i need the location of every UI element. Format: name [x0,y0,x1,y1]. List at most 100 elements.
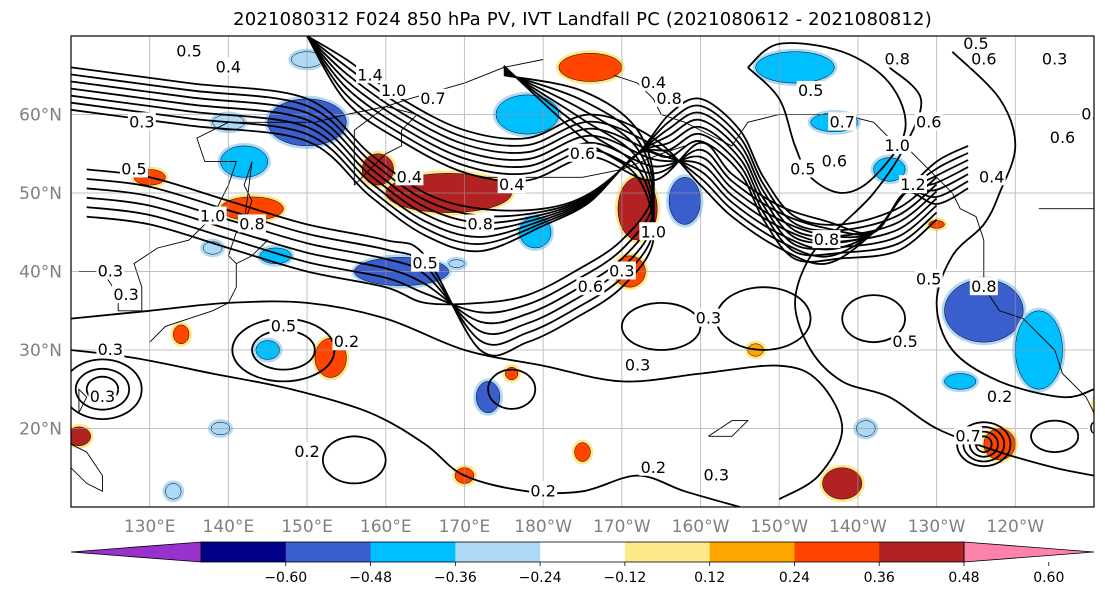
contour-label: 0.8 [656,89,681,108]
contour-label: 0.6 [822,152,847,171]
ivt-shade-patch [1093,105,1094,108]
contour-label-knockout [883,49,912,68]
pv-contour-closed [251,329,316,371]
pv-contour-closed [1030,419,1080,454]
contour-label-knockout [639,457,668,476]
lat-tick-label: 20°N [19,420,62,440]
ivt-shade-patch [165,483,182,500]
contour-label-knockout [1048,128,1077,147]
contour-label-knockout [954,426,983,445]
contour-label: 0.2 [987,387,1012,406]
contour-label: 0.5 [963,34,988,53]
ivt-shade-patch [476,381,501,414]
pv-contour [86,68,655,336]
ivt-shade-patch [822,467,863,500]
colorbar-tick-label: −0.60 [264,570,307,586]
coastline [78,388,88,414]
contour-label-knockout [119,159,148,178]
contour-label-knockout [96,340,125,358]
contour-label-knockout [812,230,841,249]
contour-label-knockout [112,285,141,304]
lon-tick-label: 160°W [672,517,730,537]
contour-label-knockout [828,112,857,131]
pv-contour-closed [487,368,537,410]
contour-label: 1.4 [357,65,382,84]
colorbar-tick-label: 0.48 [948,570,979,586]
lat-tick-label: 60°N [19,106,62,126]
contour-label: 0.3 [609,262,634,281]
colorbar-segment [201,542,287,562]
figure-title: 2021080312 F024 850 hPa PV, IVT Landfall… [233,9,932,30]
contour-label-knockout [820,151,849,170]
contour-label-knockout [379,80,408,99]
contour-label: 0.2 [294,442,319,461]
pv-contour [747,42,907,194]
ivt-shade-halo [1091,394,1094,416]
contour-label-knockout [237,214,266,233]
lon-tick-label: 140°E [203,517,255,537]
colorbar-segment [879,542,965,562]
colorbar-tick-label: 0.24 [779,570,810,586]
colorbar [70,541,1095,563]
contour-label-knockout [269,316,298,335]
contour-label: 0.6 [1050,128,1075,147]
contour-label: 0.4 [641,73,666,92]
contour-label: 0.7 [1097,73,1105,92]
pv-contour [86,66,655,346]
contour-label: 0.2 [530,481,555,500]
pv-contour-closed [620,301,702,351]
contour-label-knockout [639,73,668,92]
contour-label-knockout [891,332,920,351]
pv-contour [71,300,844,500]
colorbar-tick-label: −0.12 [603,570,646,586]
contour-label-knockout [466,214,495,233]
longitude-tick-labels: 130°E 140°E 150°E 160°E 170°E 180°W 170°W 160°W… [124,517,1045,537]
colorbar-extend-high [963,541,1095,563]
pv-contour-closed [71,358,143,421]
lat-tick-label: 30°N [19,341,62,361]
lon-tick-label: 170°E [439,517,491,537]
contour-label: 0.2 [1089,419,1105,438]
contour-label: 1.2 [900,175,925,194]
colorbar-segment [540,542,626,562]
colorbar-tick-labels: −0.60 −0.48 −0.36 −0.24 −0.12 0.12 0.24 0.36 0.4… [264,562,1064,586]
contour-label-knockout [961,36,990,52]
lon-tick-label: 130°E [124,517,176,537]
lon-tick-label: 170°W [593,517,651,537]
contour-label-knockout [899,175,928,194]
ivt-shade-patch [755,51,835,84]
colorbar-segment [624,542,711,562]
ivt-shade-patch [448,259,465,268]
contour-label: 0.6 [971,50,996,69]
pv-contour [86,72,655,314]
contour-label-knockout [1087,418,1094,437]
contour-label-knockout [623,355,652,374]
lon-tick-label: 130°W [908,517,966,537]
colorbar-extend-low [70,541,202,563]
ivt-shade-patch [71,426,91,447]
contour-label-knockout [883,135,912,154]
contour-label-knockout [175,41,204,60]
contour-label-knockout [529,481,558,500]
contour-label: 0.3 [1042,50,1067,69]
pv-contour [86,74,655,306]
contour-label-knockout [198,206,227,225]
contour-label: 0.7 [420,89,445,108]
contour-label-knockout [969,49,998,68]
contour-label-knockout [655,88,684,107]
contour-label: 0.8 [239,214,264,233]
contour-label-knockout [977,167,1006,186]
ivt-shade-patch [668,177,701,225]
contour-label: 0.7 [955,426,980,445]
coastline [243,161,253,225]
contour-label: 0.4 [979,167,1004,186]
contour-label: 0.5 [271,316,296,335]
colorbar-segment [794,542,880,562]
ivt-shade-patch [574,442,591,462]
contour-label: 0.8 [971,277,996,296]
colorbar-tick-label: −0.36 [434,570,477,586]
contour-label: 0.3 [625,356,650,375]
contour-label-knockout [418,88,447,107]
contour-label-knockout [96,261,125,280]
contour-label: 0.3 [113,285,138,304]
